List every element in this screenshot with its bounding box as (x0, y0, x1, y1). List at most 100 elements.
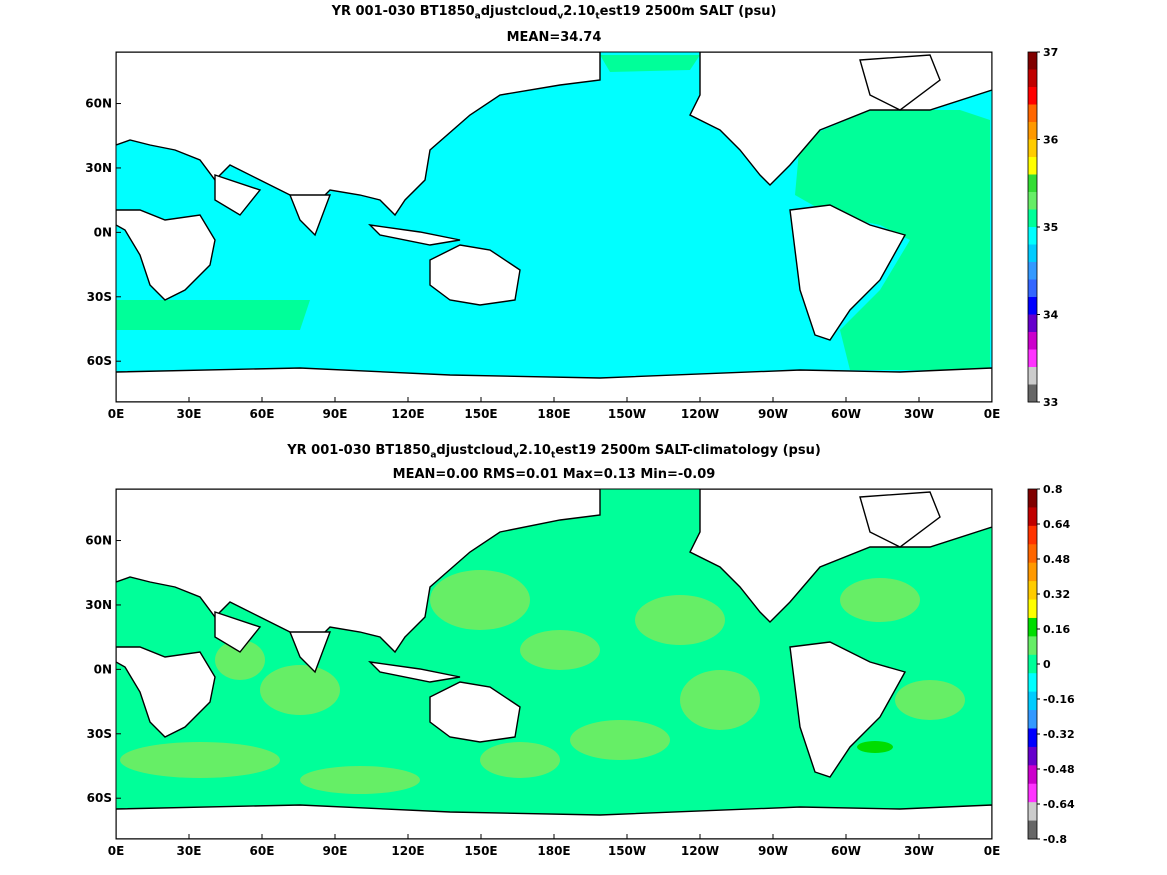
colorbar-swatch (1028, 599, 1037, 619)
y-tick-label: 0N (94, 225, 112, 239)
colorbar-swatch (1028, 367, 1037, 385)
y-tick-label: 30N (85, 161, 112, 175)
panel2-max-patch (857, 741, 893, 753)
x-tick-label: 90W (758, 844, 788, 858)
colorbar-layer: 37 36 35 34 33 0.8 0.64 0.48 0.32 0.16 0 -0.16 -0.32… (1027, 46, 1075, 846)
colorbar-swatch (1028, 507, 1037, 527)
x-tick-label: 0E (984, 407, 1001, 421)
x-tick-label: 120W (681, 844, 719, 858)
x-tick-label: 90W (758, 407, 788, 421)
panel2-patches (120, 570, 965, 794)
colorbar-swatch (1028, 139, 1037, 158)
y-tick-label: 30S (87, 727, 112, 741)
x-tick-label: 0E (984, 844, 1001, 858)
colorbar-swatch (1028, 349, 1037, 368)
x-tick-label: 0E (108, 844, 125, 858)
colorbar-swatch (1028, 297, 1037, 315)
colorbar-swatch (1028, 562, 1037, 582)
colorbar-swatch (1028, 525, 1037, 545)
colorbar-swatch (1028, 691, 1037, 711)
panel1-map (116, 52, 992, 402)
colorbar-swatch (1028, 820, 1037, 840)
x-tick-label: 30W (904, 844, 934, 858)
colorbar-swatch (1028, 617, 1037, 637)
colorbar-label: 0.8 (1043, 483, 1063, 496)
y-tick-label: 60S (87, 354, 112, 368)
colorbar-swatch (1028, 783, 1037, 803)
x-tick-label: 150E (464, 844, 497, 858)
x-tick-label: 60W (831, 407, 861, 421)
colorbar-swatch (1028, 581, 1037, 601)
colorbar-label: -0.32 (1043, 728, 1075, 741)
x-tick-label: 150W (608, 844, 646, 858)
x-tick-label: 60E (250, 844, 275, 858)
colorbar-swatch (1028, 209, 1037, 228)
colorbar-swatch (1028, 654, 1037, 674)
x-tick-label: 30E (177, 407, 202, 421)
x-tick-label: 60E (250, 407, 275, 421)
x-tick-label: 180E (537, 407, 570, 421)
panel2-title: YR 001-030 BT1850adjustcloudv2.10test19 … (287, 443, 821, 461)
y-tick-label: 60N (85, 97, 112, 111)
x-tick-label: 150E (464, 407, 497, 421)
colorbar-swatch (1028, 52, 1037, 70)
colorbar-swatch (1028, 489, 1037, 508)
colorbar-label: 34 (1043, 309, 1059, 322)
colorbar-swatch (1028, 746, 1037, 766)
colorbar-swatch (1028, 384, 1037, 403)
colorbar-label: 0.48 (1043, 553, 1070, 566)
colorbar-label: -0.8 (1043, 833, 1067, 846)
colorbar-swatch (1028, 69, 1037, 88)
x-tick-label: 120E (391, 844, 424, 858)
colorbar-label: -0.16 (1043, 693, 1075, 706)
colorbar-swatch (1028, 332, 1037, 350)
colorbar-label: 36 (1043, 134, 1059, 147)
y-tick-label: 30N (85, 598, 112, 612)
colorbar-swatch (1028, 802, 1037, 822)
x-tick-label: 30E (177, 844, 202, 858)
panel2-subtitle: MEAN=0.00 RMS=0.01 Max=0.13 Min=-0.09 (392, 467, 716, 482)
colorbar-label: 35 (1043, 221, 1058, 234)
x-tick-label: 150W (608, 407, 646, 421)
colorbar-swatch (1028, 157, 1037, 175)
colorbar-swatch (1028, 174, 1037, 193)
panel2-land (116, 489, 992, 839)
colorbar-swatch (1028, 710, 1037, 729)
colorbar-swatch (1028, 673, 1037, 693)
colorbar-swatch (1028, 262, 1037, 280)
colorbar-swatch (1028, 122, 1037, 140)
colorbar-label: 37 (1043, 46, 1058, 59)
x-tick-label: 90E (323, 844, 348, 858)
panel2-map (116, 489, 992, 839)
colorbar-label: 33 (1043, 396, 1058, 409)
colorbar-label: -0.48 (1043, 763, 1075, 776)
colorbar-swatch (1028, 244, 1037, 263)
panel1-subtitle: MEAN=34.74 (506, 30, 602, 45)
x-tick-label: 30W (904, 407, 934, 421)
y-tick-label: 0N (94, 662, 112, 676)
x-tick-label: 180E (537, 844, 570, 858)
colorbar-label: -0.64 (1043, 798, 1075, 811)
y-tick-label: 60S (87, 791, 112, 805)
colorbar-label: 0.64 (1043, 518, 1070, 531)
colorbar-swatch (1028, 636, 1037, 656)
x-tick-label: 120E (391, 407, 424, 421)
x-tick-label: 60W (831, 844, 861, 858)
colorbar-swatch (1028, 544, 1037, 564)
panel1-atlantic-field (795, 110, 990, 370)
x-tick-label: 120W (681, 407, 719, 421)
y-tick-label: 60N (85, 534, 112, 548)
colorbar-swatch (1028, 279, 1037, 298)
colorbar-swatch (1028, 728, 1037, 748)
x-tick-label: 0E (108, 407, 125, 421)
colorbar-label: 0 (1043, 658, 1051, 671)
colorbar-swatch (1028, 314, 1037, 333)
panel1-title: YR 001-030 BT1850adjustcloudv2.10test19 … (331, 4, 777, 22)
panel1-southern-green (116, 300, 310, 330)
panel1-land (116, 52, 992, 402)
colorbar-swatch (1028, 192, 1037, 210)
colorbar-label: 0.16 (1043, 623, 1070, 636)
axes-layer: 0E 30E 60E 90E 120E 150E 180E 150W 120W 90W 60W 30W… (85, 97, 1000, 858)
colorbar-swatch (1028, 104, 1037, 123)
